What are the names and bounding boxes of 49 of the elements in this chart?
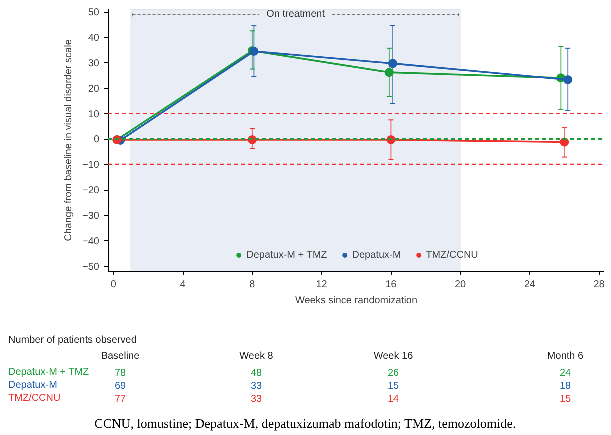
text: TMZ/CCNU: [8, 393, 61, 404]
x-tick-label: 16: [386, 280, 398, 290]
y-tick-label: 30: [88, 58, 100, 70]
text: 33: [250, 381, 262, 392]
x-tick-label: 28: [594, 280, 606, 290]
y-tick-label: −20: [82, 186, 100, 197]
text: 48: [250, 368, 262, 379]
text: Baseline: [101, 351, 140, 362]
x-axis-title: Weeks since randomization: [295, 296, 418, 306]
text: 14: [388, 394, 400, 405]
y-tick-label: 40: [88, 32, 100, 44]
x-tick-label: 20: [454, 280, 467, 290]
legend-label: Depatux-M + TMZ: [246, 250, 328, 260]
text: 26: [388, 368, 400, 379]
text: Depatux-M: [8, 380, 58, 391]
point: [388, 59, 398, 68]
text: Week 8: [240, 351, 274, 362]
y-tick-label: −40: [82, 236, 100, 248]
text: CCNU, lomustine; Depatux-M, depatuxizumab mafodotin; TMZ, temozolomide.: [94, 416, 516, 431]
y-tick-label: 20: [88, 84, 100, 95]
point: [564, 75, 573, 84]
x-tick-label: 4: [180, 280, 186, 290]
text: 24: [560, 368, 572, 379]
y-tick-label: 50: [88, 8, 100, 19]
x-tick-label: 24: [524, 280, 536, 290]
x-tick-label: 8: [250, 280, 256, 290]
text: 33: [250, 394, 262, 405]
text: 15: [560, 394, 572, 405]
text: 78: [114, 368, 126, 379]
text: Number of patients observed: [8, 335, 137, 346]
y-tick-label: 0: [94, 134, 100, 146]
text: 77: [114, 394, 126, 405]
y-tick-label: −10: [82, 160, 100, 172]
text: 15: [388, 381, 400, 392]
text: Month 6: [547, 351, 584, 362]
text: Week 16: [374, 351, 414, 362]
y-tick-label: −50: [82, 262, 100, 273]
x-tick-label: 0: [110, 280, 117, 290]
legend-label: Depatux-M: [352, 250, 402, 260]
y-axis-title: Change from baseline in visual disorder scale: [64, 39, 75, 242]
x-tick-label: 12: [316, 280, 328, 290]
text: Depatux-M + TMZ: [8, 367, 90, 378]
text: 18: [560, 381, 572, 392]
band-label: On treatment: [266, 9, 326, 20]
text: 69: [114, 381, 126, 392]
y-tick-label: 10: [88, 109, 100, 120]
legend-label: TMZ/CCNU: [426, 250, 478, 260]
point: [384, 68, 394, 78]
y-tick-label: −30: [82, 211, 100, 222]
